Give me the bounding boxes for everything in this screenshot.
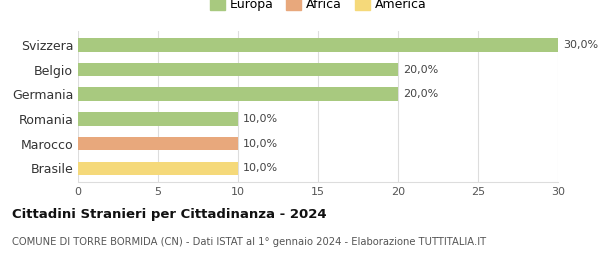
Text: COMUNE DI TORRE BORMIDA (CN) - Dati ISTAT al 1° gennaio 2024 - Elaborazione TUTT: COMUNE DI TORRE BORMIDA (CN) - Dati ISTA…	[12, 237, 486, 246]
Text: 10,0%: 10,0%	[243, 163, 278, 173]
Bar	[78, 38, 558, 52]
Text: Cittadini Stranieri per Cittadinanza - 2024: Cittadini Stranieri per Cittadinanza - 2…	[12, 208, 326, 221]
Bar	[78, 87, 398, 101]
Text: 20,0%: 20,0%	[403, 64, 438, 75]
Text: 20,0%: 20,0%	[403, 89, 438, 99]
Text: 10,0%: 10,0%	[243, 114, 278, 124]
Text: 30,0%: 30,0%	[563, 40, 598, 50]
Legend: Europa, Africa, America: Europa, Africa, America	[205, 0, 431, 16]
Text: 10,0%: 10,0%	[243, 139, 278, 149]
Bar	[78, 112, 238, 126]
Bar	[78, 137, 238, 151]
Bar	[78, 161, 238, 175]
Bar	[78, 63, 398, 76]
